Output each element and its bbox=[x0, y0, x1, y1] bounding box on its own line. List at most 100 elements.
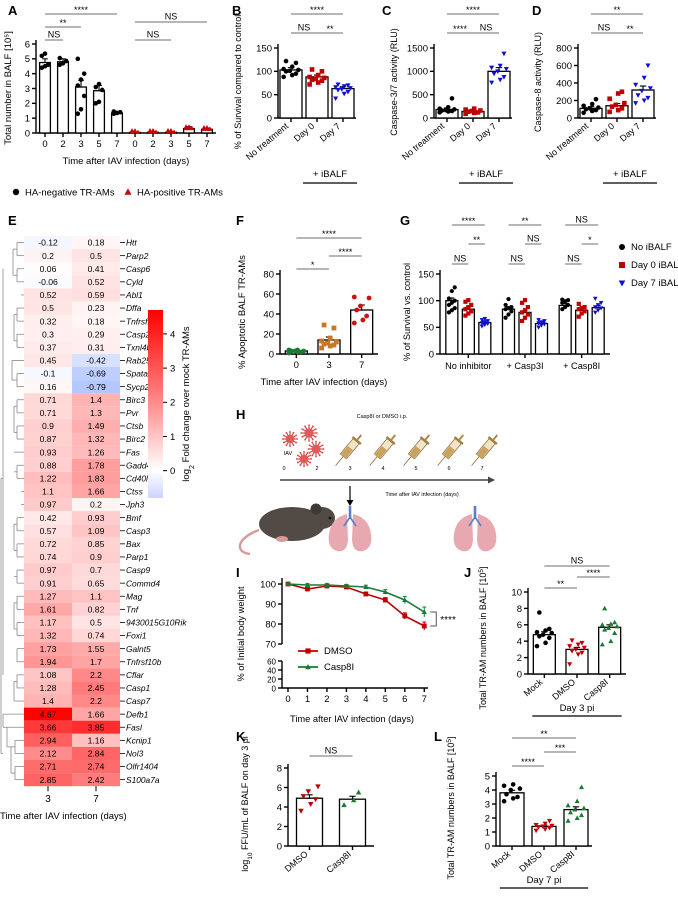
gene-label: Commd4 bbox=[126, 578, 160, 588]
timeline-tick-label: 7 bbox=[480, 466, 483, 472]
data-point bbox=[540, 632, 546, 637]
heatmap-value: 0.72 bbox=[40, 539, 57, 549]
data-point bbox=[607, 96, 612, 102]
data-point bbox=[463, 107, 468, 112]
gene-label: Dffa bbox=[126, 303, 142, 313]
significance-label: **** bbox=[521, 757, 536, 767]
data-point bbox=[57, 55, 63, 61]
virus-icon bbox=[307, 440, 325, 458]
heatmap-value: 1.55 bbox=[88, 644, 105, 654]
heatmap-value: 0.06 bbox=[40, 264, 57, 274]
x-tick-label: 3 bbox=[168, 139, 173, 150]
data-point bbox=[111, 109, 117, 114]
gene-label: Pvr bbox=[126, 408, 140, 418]
significance-label: ** bbox=[521, 216, 529, 226]
y-tick-label: 40 bbox=[267, 666, 276, 675]
data-point bbox=[576, 307, 581, 312]
y-tick-label: 1000 bbox=[407, 67, 428, 78]
y-tick-label: 8 bbox=[277, 763, 282, 774]
panel-l-y-axis-label: Total TR-AM numbers in BALF [105] bbox=[446, 736, 457, 879]
data-point bbox=[536, 318, 541, 323]
significance-label: **** bbox=[453, 24, 468, 34]
gene-label: Ctsb bbox=[126, 421, 144, 431]
data-point bbox=[560, 297, 565, 302]
gene-label: Sycp2 bbox=[126, 382, 150, 392]
y-tick-label: 1 bbox=[25, 114, 30, 125]
bar bbox=[534, 322, 549, 355]
data-point bbox=[315, 80, 321, 85]
panel-b: B 0 50 100 150 No treatment Day 0 Day 7 **** NS *… bbox=[228, 0, 380, 212]
x-tick-label: Day 7 bbox=[474, 121, 498, 144]
data-point bbox=[463, 111, 468, 117]
y-tick-label: 6 bbox=[517, 620, 522, 631]
data-point bbox=[633, 82, 639, 88]
data-point bbox=[358, 303, 363, 309]
legend-marker-1 bbox=[305, 664, 311, 670]
heatmap-cell bbox=[24, 707, 72, 721]
heatmap-cell bbox=[72, 746, 120, 760]
y-tick-label: 8 bbox=[517, 604, 522, 615]
data-point bbox=[295, 347, 300, 353]
data-point bbox=[497, 63, 503, 69]
data-point bbox=[452, 298, 457, 303]
heatmap-cell bbox=[72, 589, 120, 603]
data-point bbox=[363, 584, 369, 590]
data-point bbox=[581, 103, 586, 109]
gene-label: Nol3 bbox=[126, 749, 144, 759]
data-point bbox=[598, 301, 604, 306]
gene-label: Birc3 bbox=[126, 395, 145, 405]
data-point bbox=[602, 605, 608, 611]
data-point bbox=[536, 325, 541, 330]
y-tick-label: 40 bbox=[263, 309, 274, 320]
heatmap-value: 0.85 bbox=[88, 539, 105, 549]
heatmap-cell bbox=[72, 733, 120, 747]
x-tick-label: Day 0 bbox=[592, 121, 616, 144]
line-series-Casp8I bbox=[287, 583, 425, 613]
data-point bbox=[549, 823, 555, 829]
data-point bbox=[576, 301, 581, 306]
x-tick-label: 3 bbox=[326, 360, 331, 371]
heatmap-value: 1.28 bbox=[40, 683, 57, 693]
gene-label: Fas bbox=[126, 447, 141, 457]
heatmap-cell bbox=[24, 629, 72, 643]
y-tick-label: 90 bbox=[265, 599, 276, 610]
data-point bbox=[333, 85, 339, 90]
data-point bbox=[183, 124, 189, 129]
significance-label: * bbox=[311, 260, 315, 270]
heatmap-cell bbox=[72, 353, 120, 367]
heatmap-cell bbox=[24, 760, 72, 774]
data-point bbox=[546, 818, 553, 824]
data-point bbox=[335, 88, 341, 93]
y-tick-label: 150 bbox=[418, 269, 434, 280]
legend-label-2: Day 7 iBALF bbox=[631, 278, 678, 289]
y-tick-label: 80 bbox=[263, 269, 274, 280]
panel-f-letter: F bbox=[236, 213, 244, 228]
heatmap-cell bbox=[24, 655, 72, 669]
x-tick-label: 7 bbox=[114, 139, 119, 150]
data-point bbox=[503, 67, 509, 72]
gene-label: Kcnip1 bbox=[126, 735, 152, 745]
syringe-icon bbox=[335, 434, 363, 466]
heatmap-cell bbox=[24, 419, 72, 433]
heatmap-cell bbox=[72, 406, 120, 420]
panel-b-letter: B bbox=[232, 3, 242, 18]
data-point bbox=[81, 93, 87, 99]
heatmap-value: 2.42 bbox=[88, 775, 105, 785]
data-point bbox=[522, 298, 528, 303]
y-tick-label: 3 bbox=[25, 84, 30, 95]
x-tick-label: Mock bbox=[522, 677, 545, 699]
x-tick-label: Day 7 bbox=[318, 121, 342, 144]
heatmap-value: 0.31 bbox=[88, 342, 105, 352]
gene-label: Casp2 bbox=[126, 329, 151, 339]
heatmap-cell bbox=[72, 484, 120, 498]
data-point bbox=[315, 72, 321, 78]
data-point bbox=[542, 827, 548, 832]
heatmap-value: 1.66 bbox=[88, 487, 105, 497]
heatmap-cell bbox=[24, 720, 72, 734]
y-tick-label: 150 bbox=[256, 43, 272, 54]
x-tick-label: 0 bbox=[132, 139, 137, 150]
